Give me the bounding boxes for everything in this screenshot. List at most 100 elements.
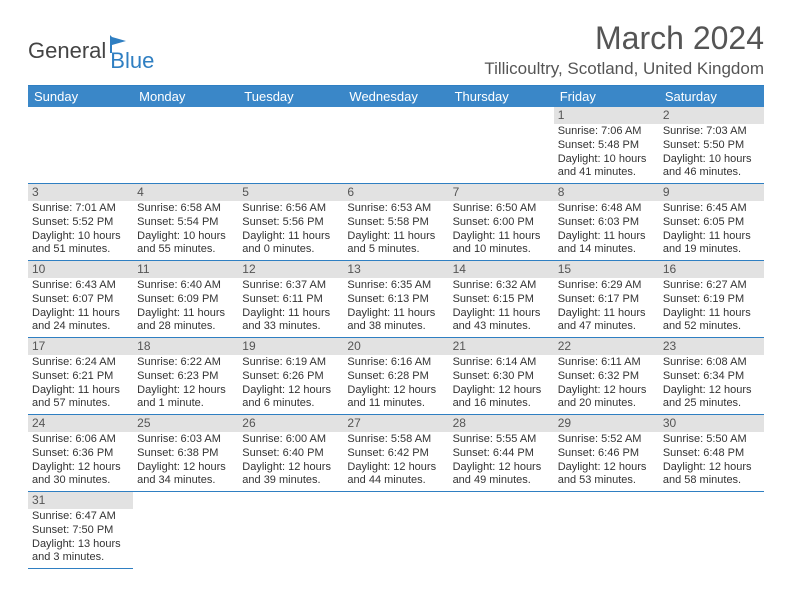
sunrise-text: Sunrise: 6:03 AM bbox=[137, 433, 234, 447]
day-cell: 10Sunrise: 6:43 AMSunset: 6:07 PMDayligh… bbox=[28, 261, 133, 337]
day-cell: 16Sunrise: 6:27 AMSunset: 6:19 PMDayligh… bbox=[659, 261, 764, 337]
day-body: Sunrise: 6:19 AMSunset: 6:26 PMDaylight:… bbox=[238, 355, 343, 414]
day-cell: 3Sunrise: 7:01 AMSunset: 5:52 PMDaylight… bbox=[28, 184, 133, 260]
sunrise-text: Sunrise: 6:50 AM bbox=[453, 202, 550, 216]
week-row: 24Sunrise: 6:06 AMSunset: 6:36 PMDayligh… bbox=[28, 415, 764, 492]
sunrise-text: Sunrise: 6:27 AM bbox=[663, 279, 760, 293]
sunset-text: Sunset: 5:58 PM bbox=[347, 216, 444, 230]
sunrise-text: Sunrise: 6:43 AM bbox=[32, 279, 129, 293]
sunrise-text: Sunrise: 6:40 AM bbox=[137, 279, 234, 293]
day-body: Sunrise: 6:06 AMSunset: 6:36 PMDaylight:… bbox=[28, 432, 133, 491]
day-cell bbox=[659, 492, 764, 569]
daylight-text: Daylight: 12 hours and 20 minutes. bbox=[558, 384, 655, 412]
daylight-text: Daylight: 10 hours and 51 minutes. bbox=[32, 230, 129, 258]
day-number: 20 bbox=[343, 338, 448, 355]
day-body: Sunrise: 6:53 AMSunset: 5:58 PMDaylight:… bbox=[343, 201, 448, 260]
sunset-text: Sunset: 6:30 PM bbox=[453, 370, 550, 384]
header: General Blue March 2024 Tillicoultry, Sc… bbox=[28, 20, 764, 79]
day-cell: 28Sunrise: 5:55 AMSunset: 6:44 PMDayligh… bbox=[449, 415, 554, 491]
day-body: Sunrise: 7:03 AMSunset: 5:50 PMDaylight:… bbox=[659, 124, 764, 183]
daylight-text: Daylight: 11 hours and 19 minutes. bbox=[663, 230, 760, 258]
sunset-text: Sunset: 6:36 PM bbox=[32, 447, 129, 461]
day-cell: 4Sunrise: 6:58 AMSunset: 5:54 PMDaylight… bbox=[133, 184, 238, 260]
day-number: 11 bbox=[133, 261, 238, 278]
day-header: Tuesday bbox=[238, 86, 343, 107]
day-body: Sunrise: 6:08 AMSunset: 6:34 PMDaylight:… bbox=[659, 355, 764, 414]
day-cell: 21Sunrise: 6:14 AMSunset: 6:30 PMDayligh… bbox=[449, 338, 554, 414]
sunset-text: Sunset: 5:48 PM bbox=[558, 139, 655, 153]
day-body: Sunrise: 6:16 AMSunset: 6:28 PMDaylight:… bbox=[343, 355, 448, 414]
daylight-text: Daylight: 11 hours and 57 minutes. bbox=[32, 384, 129, 412]
day-number: 7 bbox=[449, 184, 554, 201]
day-number: 10 bbox=[28, 261, 133, 278]
day-number: 12 bbox=[238, 261, 343, 278]
day-cell: 7Sunrise: 6:50 AMSunset: 6:00 PMDaylight… bbox=[449, 184, 554, 260]
day-body: Sunrise: 7:06 AMSunset: 5:48 PMDaylight:… bbox=[554, 124, 659, 183]
day-cell: 13Sunrise: 6:35 AMSunset: 6:13 PMDayligh… bbox=[343, 261, 448, 337]
day-number: 2 bbox=[659, 107, 764, 124]
day-cell: 18Sunrise: 6:22 AMSunset: 6:23 PMDayligh… bbox=[133, 338, 238, 414]
day-body: Sunrise: 6:43 AMSunset: 6:07 PMDaylight:… bbox=[28, 278, 133, 337]
day-header: Sunday bbox=[28, 86, 133, 107]
logo-text-blue: Blue bbox=[110, 48, 154, 74]
sunset-text: Sunset: 6:09 PM bbox=[137, 293, 234, 307]
day-body: Sunrise: 6:50 AMSunset: 6:00 PMDaylight:… bbox=[449, 201, 554, 260]
sunset-text: Sunset: 6:40 PM bbox=[242, 447, 339, 461]
day-body: Sunrise: 6:56 AMSunset: 5:56 PMDaylight:… bbox=[238, 201, 343, 260]
sunrise-text: Sunrise: 6:19 AM bbox=[242, 356, 339, 370]
weeks-container: 1Sunrise: 7:06 AMSunset: 5:48 PMDaylight… bbox=[28, 107, 764, 569]
day-headers-row: SundayMondayTuesdayWednesdayThursdayFrid… bbox=[28, 86, 764, 107]
daylight-text: Daylight: 12 hours and 49 minutes. bbox=[453, 461, 550, 489]
daylight-text: Daylight: 11 hours and 0 minutes. bbox=[242, 230, 339, 258]
day-number: 29 bbox=[554, 415, 659, 432]
day-body: Sunrise: 6:11 AMSunset: 6:32 PMDaylight:… bbox=[554, 355, 659, 414]
logo-text-general: General bbox=[28, 38, 106, 64]
day-number: 25 bbox=[133, 415, 238, 432]
sunset-text: Sunset: 5:50 PM bbox=[663, 139, 760, 153]
day-cell: 19Sunrise: 6:19 AMSunset: 6:26 PMDayligh… bbox=[238, 338, 343, 414]
sunrise-text: Sunrise: 6:29 AM bbox=[558, 279, 655, 293]
day-number: 15 bbox=[554, 261, 659, 278]
daylight-text: Daylight: 12 hours and 6 minutes. bbox=[242, 384, 339, 412]
day-cell bbox=[133, 492, 238, 569]
sunset-text: Sunset: 6:17 PM bbox=[558, 293, 655, 307]
day-body: Sunrise: 5:50 AMSunset: 6:48 PMDaylight:… bbox=[659, 432, 764, 491]
day-number: 26 bbox=[238, 415, 343, 432]
day-body: Sunrise: 6:29 AMSunset: 6:17 PMDaylight:… bbox=[554, 278, 659, 337]
sunrise-text: Sunrise: 6:37 AM bbox=[242, 279, 339, 293]
daylight-text: Daylight: 11 hours and 10 minutes. bbox=[453, 230, 550, 258]
daylight-text: Daylight: 11 hours and 28 minutes. bbox=[137, 307, 234, 335]
sunset-text: Sunset: 5:54 PM bbox=[137, 216, 234, 230]
sunrise-text: Sunrise: 6:58 AM bbox=[137, 202, 234, 216]
day-number: 30 bbox=[659, 415, 764, 432]
sunrise-text: Sunrise: 5:50 AM bbox=[663, 433, 760, 447]
sunset-text: Sunset: 6:19 PM bbox=[663, 293, 760, 307]
daylight-text: Daylight: 11 hours and 52 minutes. bbox=[663, 307, 760, 335]
day-cell bbox=[343, 492, 448, 569]
sunrise-text: Sunrise: 6:56 AM bbox=[242, 202, 339, 216]
daylight-text: Daylight: 11 hours and 33 minutes. bbox=[242, 307, 339, 335]
sunrise-text: Sunrise: 6:08 AM bbox=[663, 356, 760, 370]
week-row: 17Sunrise: 6:24 AMSunset: 6:21 PMDayligh… bbox=[28, 338, 764, 415]
day-cell: 27Sunrise: 5:58 AMSunset: 6:42 PMDayligh… bbox=[343, 415, 448, 491]
day-header: Thursday bbox=[449, 86, 554, 107]
day-cell: 11Sunrise: 6:40 AMSunset: 6:09 PMDayligh… bbox=[133, 261, 238, 337]
day-body: Sunrise: 6:22 AMSunset: 6:23 PMDaylight:… bbox=[133, 355, 238, 414]
sunset-text: Sunset: 6:15 PM bbox=[453, 293, 550, 307]
sunset-text: Sunset: 6:00 PM bbox=[453, 216, 550, 230]
day-number: 4 bbox=[133, 184, 238, 201]
sunrise-text: Sunrise: 6:11 AM bbox=[558, 356, 655, 370]
title-block: March 2024 Tillicoultry, Scotland, Unite… bbox=[484, 20, 764, 79]
day-number: 6 bbox=[343, 184, 448, 201]
day-body: Sunrise: 6:27 AMSunset: 6:19 PMDaylight:… bbox=[659, 278, 764, 337]
sunrise-text: Sunrise: 6:53 AM bbox=[347, 202, 444, 216]
sunset-text: Sunset: 6:32 PM bbox=[558, 370, 655, 384]
day-number: 18 bbox=[133, 338, 238, 355]
week-row: 1Sunrise: 7:06 AMSunset: 5:48 PMDaylight… bbox=[28, 107, 764, 184]
day-body: Sunrise: 6:58 AMSunset: 5:54 PMDaylight:… bbox=[133, 201, 238, 260]
day-cell: 29Sunrise: 5:52 AMSunset: 6:46 PMDayligh… bbox=[554, 415, 659, 491]
sunset-text: Sunset: 6:28 PM bbox=[347, 370, 444, 384]
day-body: Sunrise: 6:03 AMSunset: 6:38 PMDaylight:… bbox=[133, 432, 238, 491]
sunset-text: Sunset: 7:50 PM bbox=[32, 524, 129, 538]
day-number: 24 bbox=[28, 415, 133, 432]
